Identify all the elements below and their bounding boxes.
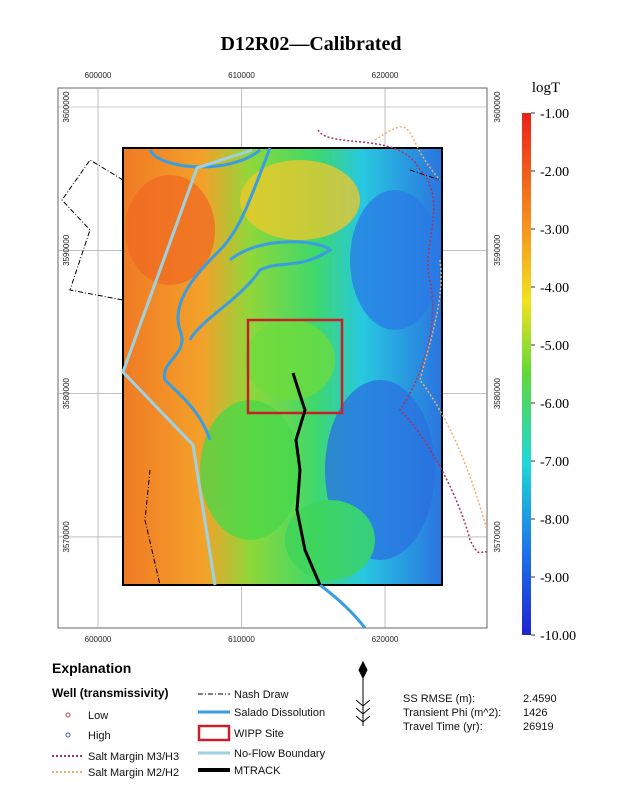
- x-tick-label: 610000: [228, 71, 255, 80]
- colorbar-tick-label: -10.00: [540, 629, 576, 644]
- legend-high-symbol: [65, 732, 71, 738]
- legend-title: Explanation: [52, 660, 131, 676]
- stat-label: SS RMSE (m):: [403, 693, 475, 705]
- legend-label: No-Flow Boundary: [234, 748, 326, 760]
- y-tick-label: 3590000: [62, 234, 71, 266]
- stat-label: Transient Phi (m^2):: [403, 707, 501, 719]
- colorbar-title: logT: [532, 80, 560, 96]
- north-arrow: [355, 660, 371, 726]
- legend-label: High: [88, 730, 111, 742]
- y-tick-label: 3600000: [62, 91, 71, 123]
- legend-label: MTRACK: [234, 765, 281, 777]
- x-tick-label: 620000: [372, 71, 399, 80]
- stat-value: 2.4590: [523, 693, 557, 705]
- y-tick-label: 3570000: [62, 521, 71, 553]
- colorbar-tick-label: -1.00: [540, 107, 569, 122]
- stat-label: Travel Time (yr):: [403, 721, 483, 733]
- legend-label: Low: [88, 710, 108, 722]
- legend-label: Salado Dissolution: [234, 707, 325, 719]
- legend-low-symbol: [65, 712, 71, 718]
- y-tick-label: 3590000: [493, 234, 502, 266]
- y-tick-label: 3600000: [493, 91, 502, 123]
- legend-label: Nash Draw: [234, 689, 288, 701]
- stat-value: 26919: [523, 721, 554, 733]
- raster-patches: [125, 160, 440, 580]
- legend-symbol: [197, 724, 231, 742]
- x-tick-label: 610000: [228, 635, 255, 644]
- colorbar-tick-label: -7.00: [540, 455, 569, 470]
- salt-margin-m3h3: [317, 129, 488, 554]
- colorbar-tick-label: -8.00: [540, 513, 569, 528]
- legend-wells-title: Well (transmissivity): [52, 686, 168, 700]
- nash-draw-line: [61, 159, 441, 586]
- title: D12R02—Calibrated: [220, 33, 401, 55]
- x-tick-label: 600000: [85, 635, 112, 644]
- no-flow-boundary: [121, 148, 253, 586]
- colorbar-tick-label: -9.00: [540, 571, 569, 586]
- stat-value: 1426: [523, 707, 547, 719]
- y-tick-label: 3580000: [62, 377, 71, 409]
- colorbar-tick-label: -5.00: [540, 339, 569, 354]
- colorbar-tick-label: -4.00: [540, 281, 569, 296]
- legend-label: WIPP Site: [234, 728, 284, 740]
- x-tick-label: 620000: [372, 635, 399, 644]
- mtrack-path: [291, 372, 322, 586]
- salado-dissolution-line: [319, 583, 367, 629]
- colorbar: [522, 113, 531, 635]
- legend-label: Salt Margin M2/H2: [88, 767, 179, 779]
- x-tick-label: 600000: [85, 71, 112, 80]
- y-tick-label: 3570000: [493, 521, 502, 553]
- model-boundary: [122, 147, 443, 586]
- colorbar-tick-label: -3.00: [540, 223, 569, 238]
- y-tick-label: 3580000: [493, 377, 502, 409]
- wipp-site: [246, 318, 344, 415]
- legend-label: Salt Margin M3/H3: [88, 751, 179, 763]
- colorbar-tick-label: -2.00: [540, 165, 569, 180]
- colorbar-tick-label: -6.00: [540, 397, 569, 412]
